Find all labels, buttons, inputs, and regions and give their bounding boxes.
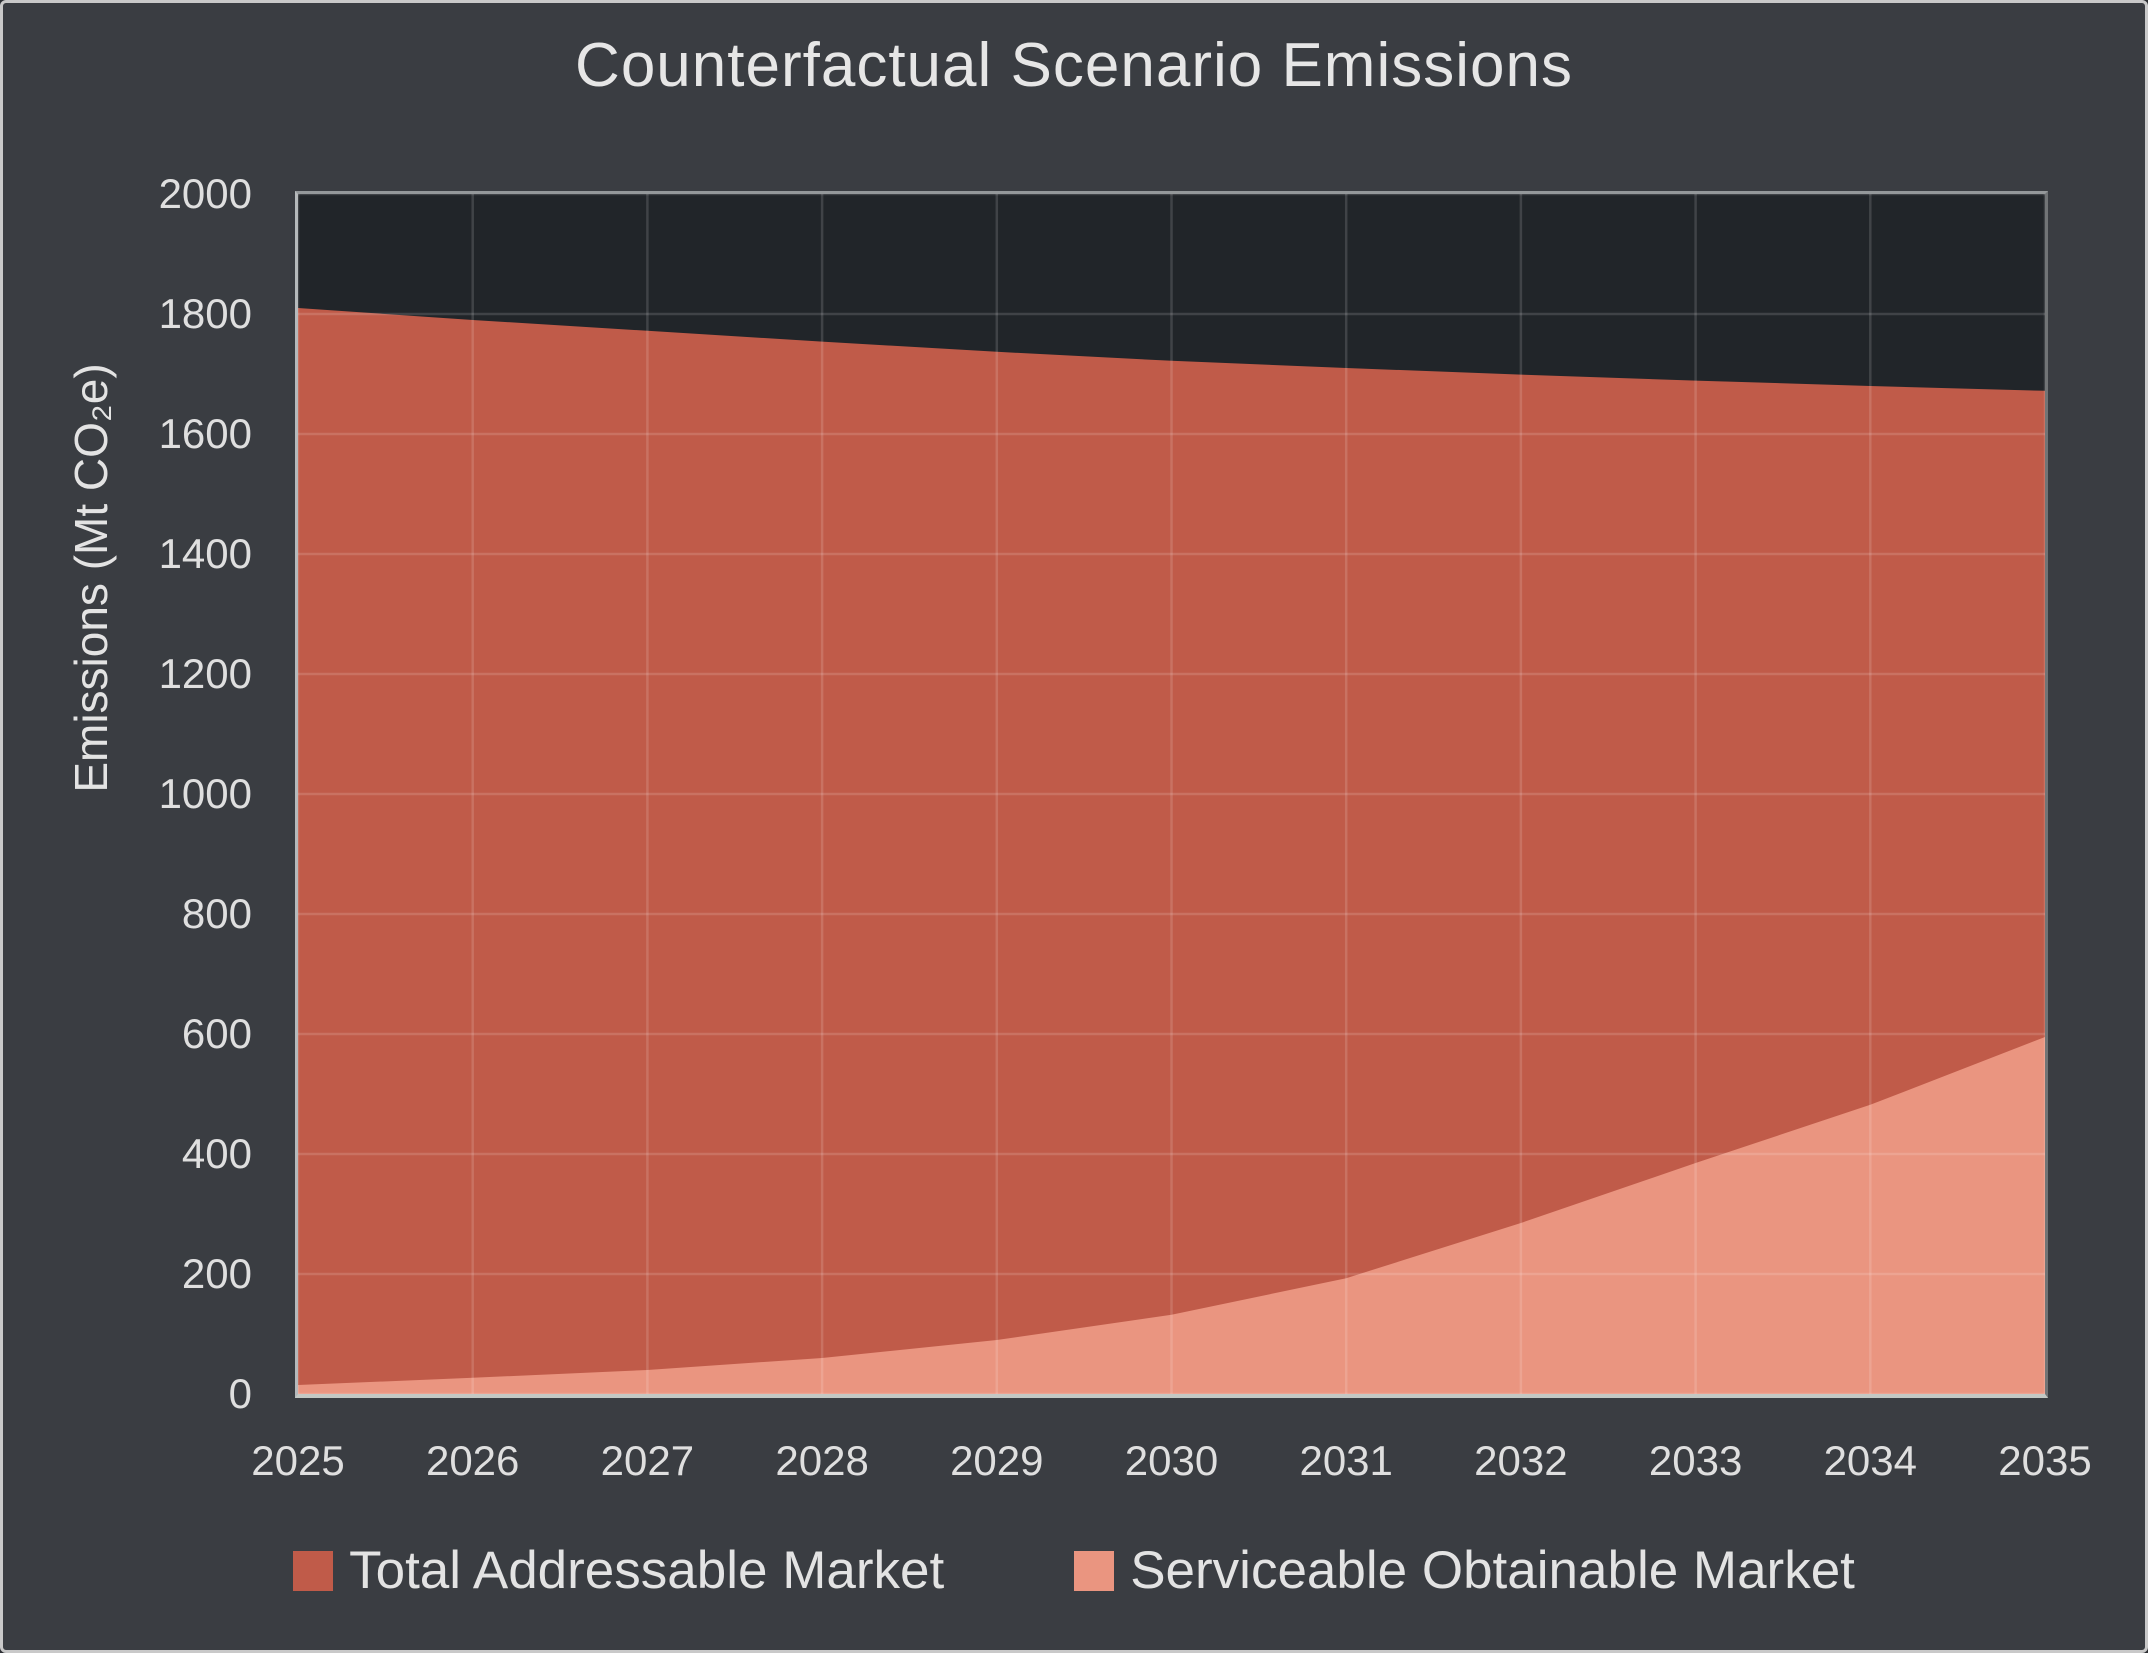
x-tick-label: 2033	[1648, 1437, 1743, 1484]
x-tick-label: 2027	[600, 1437, 695, 1484]
y-tick-label: 1000	[158, 770, 252, 817]
legend-item: Serviceable Obtainable Market	[1074, 1540, 1855, 1601]
y-tick-label: 400	[181, 1130, 252, 1177]
plot-area	[295, 191, 2048, 1398]
chart-title: Counterfactual Scenario Emissions	[575, 31, 1573, 100]
y-tick-label: 1600	[158, 410, 252, 457]
x-tick-label: 2035	[1998, 1437, 2092, 1484]
area-chart	[298, 194, 2045, 1394]
x-tick-label: 2028	[775, 1437, 869, 1484]
legend-label: Total Addressable Market	[349, 1541, 945, 1600]
y-tick-label: 1800	[158, 290, 252, 337]
y-tick-label: 600	[181, 1010, 252, 1057]
y-tick-label: 1200	[158, 650, 252, 697]
legend-swatch	[1074, 1550, 1115, 1591]
x-tick-label: 2034	[1823, 1437, 1918, 1484]
y-tick-label: 0	[228, 1370, 252, 1417]
tam-area	[298, 308, 2045, 1394]
x-tick-label: 2031	[1299, 1437, 1393, 1484]
fish-logo	[1823, 199, 2148, 1399]
x-tick-label: 2025	[251, 1437, 345, 1484]
legend: Total Addressable Market Serviceable Obta…	[0, 1540, 2148, 1601]
x-tick-label: 2029	[950, 1437, 1044, 1484]
y-tick-label: 800	[181, 890, 252, 937]
x-tick-label: 2026	[425, 1437, 520, 1484]
x-tick-label: 2030	[1124, 1437, 1219, 1484]
y-tick-label: 200	[181, 1250, 252, 1297]
x-tick-label: 2032	[1474, 1437, 1568, 1484]
legend-item: Total Addressable Market	[293, 1540, 944, 1601]
legend-swatch	[293, 1550, 334, 1591]
legend-label: Serviceable Obtainable Market	[1130, 1541, 1855, 1600]
som-area	[298, 1037, 2045, 1394]
gridlines	[298, 194, 2045, 1394]
y-tick-label: 1400	[158, 530, 252, 577]
y-tick-label: 2000	[158, 170, 252, 217]
